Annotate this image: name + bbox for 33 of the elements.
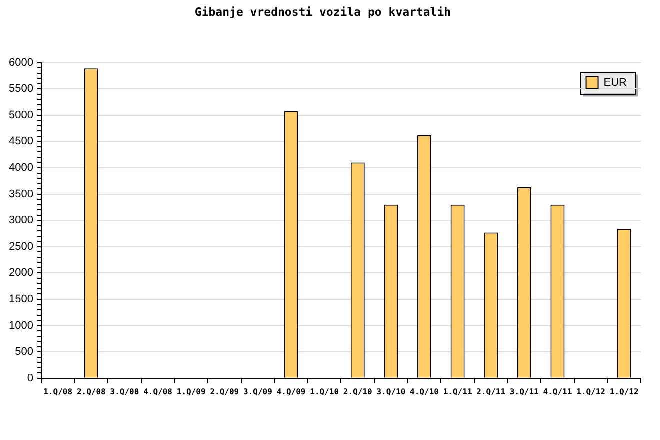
x-tick-label: 4.Q/09 [276,387,306,396]
x-tick-label: 1.Q/10 [310,387,340,396]
y-tick-label: 2500 [8,240,34,253]
x-tick-label: 1.Q/11 [443,387,472,396]
legend-label: EUR [604,76,628,89]
y-tick-label: 2000 [8,267,34,280]
x-tick-label: 1.Q/12 [576,387,606,396]
y-tick-label: 500 [15,346,34,358]
y-tick-label: 0 [27,372,34,384]
x-tick-label: 4.Q/10 [410,387,440,396]
y-tick-label: 3000 [8,214,34,227]
y-tick-label: 1000 [8,320,34,332]
x-tick-label: 3.Q/08 [110,387,140,396]
x-tick-label: 3.Q/10 [376,387,406,396]
y-tick-label: 5500 [8,83,34,96]
x-tick-label: 2.Q/08 [76,387,106,396]
x-tick-label: 2.Q/11 [476,387,506,396]
x-tick-label: 1.Q/09 [176,387,206,396]
y-tick-label: 1500 [8,294,34,306]
x-tick-label: 1.Q/08 [44,387,73,396]
y-tick-label: 4500 [8,136,34,148]
x-tick-label: 3.Q/11 [510,387,540,396]
x-tick-label: 3.Q/09 [244,387,273,396]
x-tick-label: 4.Q/11 [543,387,572,396]
x-tick-label: 4.Q/08 [144,387,173,396]
y-tick-label: 6000 [8,56,34,69]
x-tick-label: 2.Q/10 [343,387,373,396]
x-tick-label: 1.Q/12 [610,387,639,396]
y-tick-label: 4000 [8,162,34,174]
y-tick-label: 5000 [8,109,34,122]
chart-title: Gibanje vrednosti vozila po kvartalih [194,4,452,19]
x-tick-label: 2.Q/09 [210,387,240,396]
y-tick-label: 3500 [8,188,34,200]
